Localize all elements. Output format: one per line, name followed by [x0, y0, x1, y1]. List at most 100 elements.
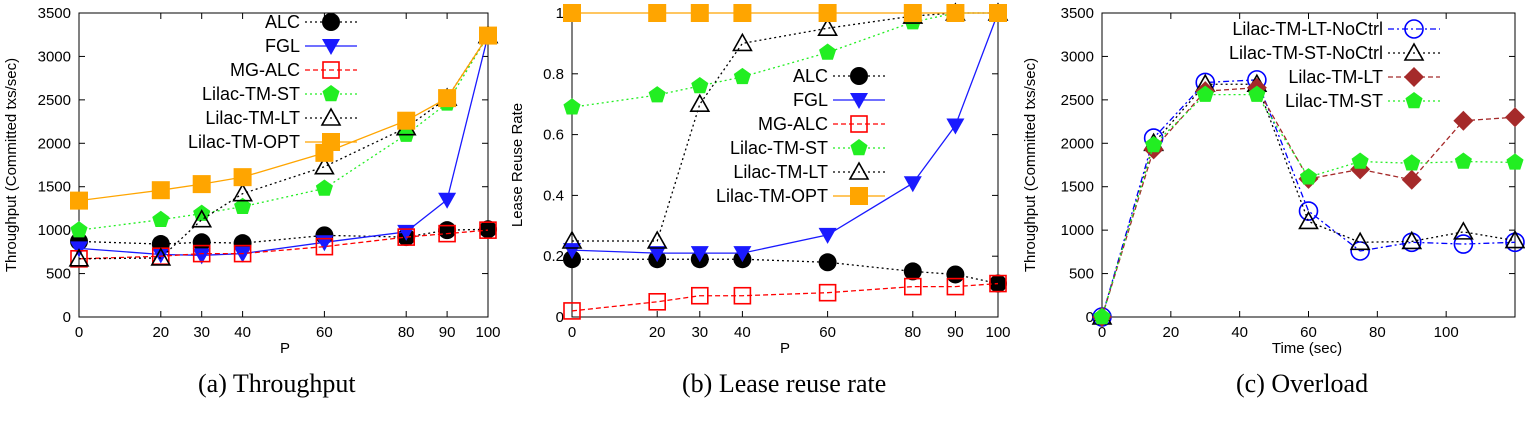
x-tick-label: 100: [985, 324, 1010, 341]
legend-marker: [322, 61, 340, 79]
data-point: [689, 93, 711, 112]
y-tick-label: 500: [1069, 266, 1094, 283]
data-point: [648, 292, 667, 311]
x-tick-label: 60: [316, 324, 333, 341]
series-line: [572, 258, 999, 285]
y-axis-label: Throughput (Committed txs/sec): [1022, 58, 1039, 272]
y-tick-label: 2000: [38, 135, 71, 152]
data-point: [946, 4, 965, 22]
data-point: [648, 246, 667, 263]
x-tick-label: 60: [1300, 324, 1317, 341]
y-tick-label: 1000: [1061, 222, 1094, 239]
legend-label: Lilac-TM-LT-NoCtrl: [1232, 19, 1383, 39]
legend-label: Lilac-TM-ST: [730, 138, 828, 158]
legend-marker: [1404, 67, 1424, 87]
y-tick-label: 1500: [38, 179, 71, 196]
data-point: [192, 244, 211, 263]
data-point: [1350, 241, 1370, 261]
data-point: [68, 248, 90, 267]
y-tick-label: 0.6: [543, 127, 564, 144]
series-line: [571, 12, 999, 254]
x-tick-label: 40: [1231, 324, 1248, 341]
series-mg-alc: [70, 221, 497, 268]
y-tick-label: 3000: [1061, 48, 1094, 65]
y-tick-label: 0: [1086, 309, 1094, 326]
y-tick-label: 1500: [1061, 179, 1094, 196]
series-line: [1101, 93, 1516, 318]
data-point: [563, 4, 581, 22]
data-point: [563, 98, 581, 115]
x-tick-label: 90: [947, 324, 964, 341]
y-tick-label: 0.2: [543, 248, 564, 265]
data-point: [234, 197, 252, 214]
legend-marker: [322, 13, 340, 31]
data-point: [903, 277, 922, 296]
data-point: [1196, 85, 1214, 102]
legend-marker: [1403, 42, 1425, 61]
y-tick-label: 0: [63, 309, 71, 326]
data-point: [903, 4, 922, 22]
legend-marker: [850, 187, 868, 205]
legend-label: FGL: [793, 90, 828, 110]
chart-throughput: 0 500 1000 1500 2000 2500 3000 3500 0 20 30 40 60 80 9…: [3, 5, 501, 398]
x-tick-label: 0: [1098, 324, 1106, 341]
legend-label: Lilac-TM-OPT: [188, 132, 300, 152]
data-point: [397, 111, 416, 130]
legend-marker: [1405, 92, 1423, 109]
series-mg-alc: [563, 274, 1007, 320]
y-tick-label: 3000: [38, 48, 71, 65]
data-point: [192, 233, 211, 252]
x-axis-label: P: [280, 340, 290, 357]
legend-label: Lilac-TM-LT: [1288, 67, 1383, 87]
series-alc: [563, 250, 1007, 293]
series-lilac-tm-st: [563, 4, 1007, 115]
x-tick-label: 20: [152, 324, 169, 341]
data-point: [1248, 85, 1266, 102]
y-tick-label: 3500: [38, 5, 71, 22]
data-point: [646, 230, 668, 249]
series-line: [78, 229, 489, 260]
y-tick-label: 2500: [38, 92, 71, 109]
data-point: [563, 302, 581, 320]
series-line: [571, 282, 999, 312]
y-tick-label: 2500: [1061, 92, 1094, 109]
legend-marker: [848, 161, 870, 180]
legend-label: Lilac-TM-OPT: [716, 186, 828, 206]
legend-label: ALC: [265, 12, 300, 32]
y-tick-label: 1: [556, 5, 564, 22]
y-tick-label: 0.4: [543, 187, 564, 204]
data-point: [1454, 152, 1472, 169]
legend-label: Lilac-TM-ST: [1285, 91, 1383, 111]
plot-frame: [78, 12, 489, 318]
data-point: [903, 262, 922, 281]
y-tick-label: 500: [46, 266, 71, 283]
x-axis-label: Time (sec): [1272, 340, 1342, 357]
data-point: [1453, 221, 1474, 240]
y-tick-label: 1000: [38, 222, 71, 239]
data-point: [314, 156, 335, 175]
data-point: [192, 248, 211, 265]
data-point: [648, 4, 667, 22]
x-axis-label: P: [780, 340, 790, 357]
x-tick-label: 20: [649, 324, 666, 341]
data-point: [233, 168, 252, 187]
data-point: [438, 221, 457, 240]
series-line: [78, 35, 489, 256]
legend-marker: [850, 115, 868, 133]
data-point: [1453, 234, 1474, 254]
chart-overload: 0 500 1000 1500 2000 2500 3000 3500 0 20 40 60 80 100…: [1022, 5, 1525, 398]
data-point: [1093, 308, 1111, 325]
data-point: [1403, 154, 1421, 171]
legend-marker: [1404, 19, 1424, 39]
series-line: [571, 12, 998, 108]
data-point: [690, 4, 709, 22]
data-point: [733, 246, 752, 263]
series-fgl: [563, 6, 1007, 263]
series-lilac-tm-st-noctrl: [1091, 73, 1525, 325]
data-point: [733, 4, 752, 22]
data-point: [561, 230, 583, 249]
data-point: [70, 221, 88, 238]
data-point: [989, 4, 1007, 22]
